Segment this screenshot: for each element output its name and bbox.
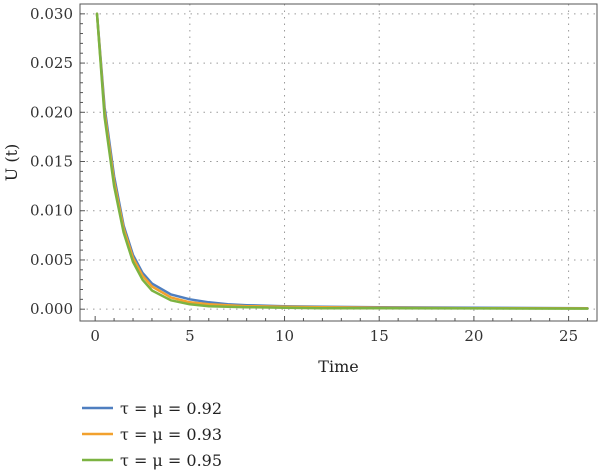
axis-ticks: 0 5 10 15 20 25 0.000 0.005 0.010 0.015 0.020 0.025…: [30, 5, 589, 345]
series-line: [95, 12, 589, 310]
y-tick-label: 0.025: [30, 54, 73, 72]
y-tick-label: 0.010: [30, 202, 73, 220]
legend: τ = μ = 0.92 τ = μ = 0.93 τ = μ = 0.95: [82, 399, 222, 470]
x-tick-label: 5: [185, 327, 195, 345]
legend-label: τ = μ = 0.92: [120, 399, 222, 418]
x-tick-label: 0: [90, 327, 100, 345]
y-tick-label: 0.030: [30, 5, 73, 23]
plot-frame: [79, 3, 598, 322]
grid-lines: [80, 4, 597, 321]
x-tick-label: 20: [464, 327, 483, 345]
y-tick-label: 0.005: [30, 251, 73, 269]
legend-label: τ = μ = 0.93: [120, 425, 222, 444]
y-axis-title: U (t): [2, 144, 21, 181]
series-lines: [95, 12, 589, 310]
x-axis-title: Time: [318, 357, 358, 376]
x-tick-label: 10: [275, 327, 294, 345]
y-tick-label: 0.000: [30, 300, 73, 318]
legend-label: τ = μ = 0.95: [120, 451, 222, 470]
y-tick-label: 0.020: [30, 103, 73, 121]
y-tick-label: 0.015: [30, 153, 73, 171]
x-tick-label: 25: [559, 327, 578, 345]
x-tick-label: 15: [370, 327, 389, 345]
